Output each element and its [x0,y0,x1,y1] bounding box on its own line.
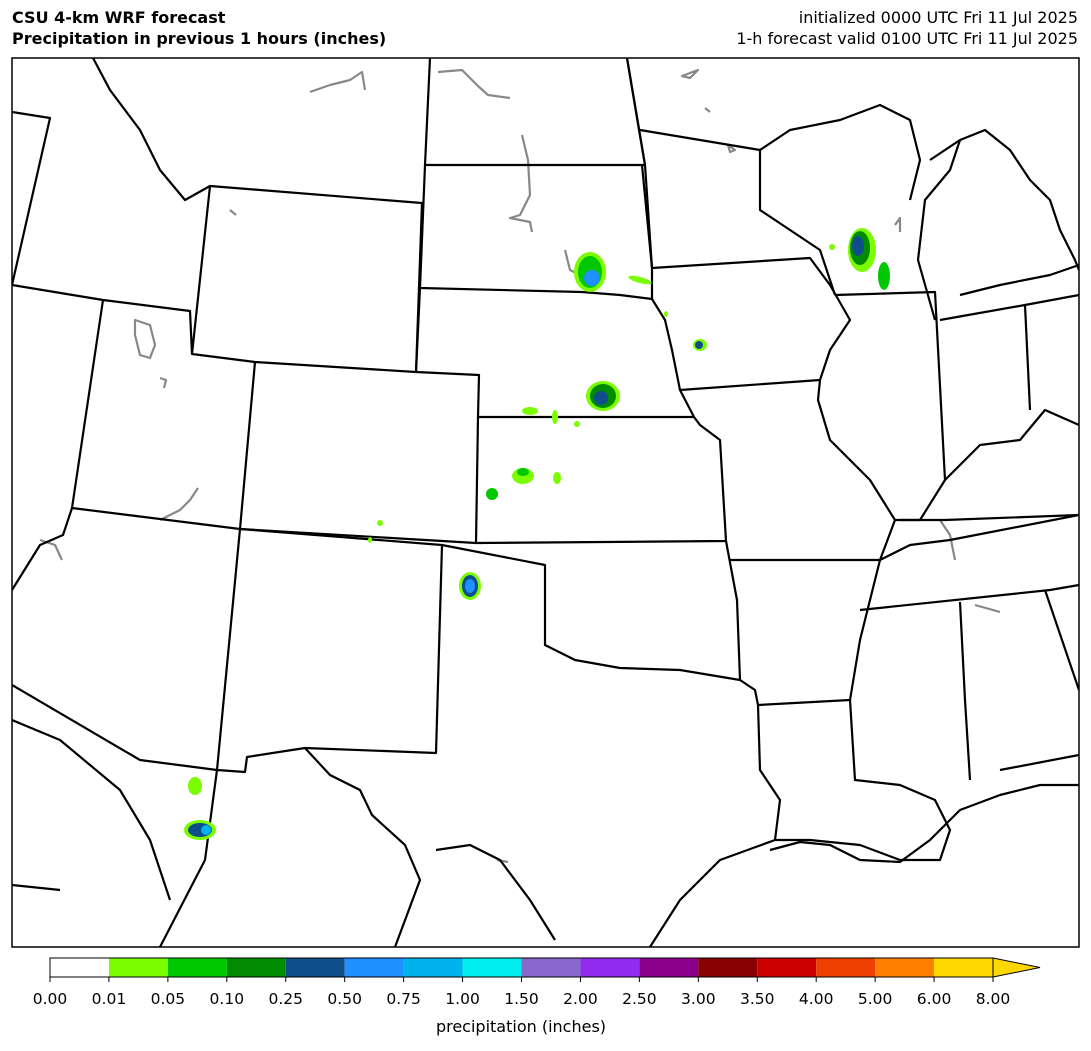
precip-cell [486,488,498,500]
colorbar-tick-label: 0.00 [33,990,68,1008]
precip-cell [465,579,475,593]
colorbar-tick-label: 2.50 [622,990,657,1008]
colorbar-label: precipitation (inches) [436,1017,606,1036]
colorbar: precipitation (inches) 0.00 0.01 0.05 0.10 0… [33,957,1041,1036]
colorbar-tick-label: 4.00 [799,990,834,1008]
precip-cell [594,391,608,405]
state-borders [12,58,1079,947]
colorbar-tick-label: 6.00 [917,990,952,1008]
colorbar-segment [757,958,817,977]
map-frame [11,57,1080,948]
precip-cell [852,236,864,256]
colorbar-tick-label: 3.50 [740,990,775,1008]
colorbar-segment [698,958,758,977]
colorbar-segment [108,958,168,977]
colorbar-tick-label: 3.00 [681,990,716,1008]
precip-cell [584,270,600,286]
colorbar-segment [344,958,404,977]
colorbar-tick-label: 1.50 [504,990,539,1008]
colorbar-segment [403,958,463,977]
precip-cell [664,311,668,317]
valid-time: 1-h forecast valid 0100 UTC Fri 11 Jul 2… [736,29,1078,48]
precip-cell [552,410,558,424]
colorbar-tick-label: 5.00 [858,990,893,1008]
map [11,57,1080,948]
precipitation [184,228,890,840]
colorbar-tick-label: 0.75 [386,990,421,1008]
init-time: initialized 0000 UTC Fri 11 Jul 2025 [799,8,1078,27]
precip-cell [553,472,561,484]
colorbar-segment [521,958,581,977]
precip-cell [628,275,652,285]
colorbar-segment [639,958,699,977]
precip-cell [188,777,202,795]
colorbar-tick-label: 1.00 [445,990,480,1008]
precip-cell [522,407,538,415]
colorbar-segment [226,958,286,977]
colorbar-segment [462,958,522,977]
colorbar-tick-label: 8.00 [976,990,1011,1008]
colorbar-tick-label: 0.50 [327,990,362,1008]
precip-cell [201,825,211,835]
precip-cell [829,244,835,250]
title-line: CSU 4-km WRF forecast [12,8,226,27]
colorbar-segment [875,958,935,977]
precip-cell [695,341,703,349]
colorbar-extend [992,957,1041,978]
colorbar-segment [934,958,993,977]
precip-cell [368,537,372,543]
colorbar-tick-label: 0.25 [268,990,303,1008]
colorbar-tick-label: 0.01 [92,990,127,1008]
colorbar-segment [167,958,227,977]
water-features [39,68,1001,864]
colorbar-segment [816,958,876,977]
colorbar-segment [580,958,640,977]
colorbar-tick-label: 0.10 [210,990,245,1008]
colorbar-tick-label: 2.00 [563,990,598,1008]
title-line: Precipitation in previous 1 hours (inche… [12,29,386,48]
colorbar-tick-label: 0.05 [151,990,186,1008]
colorbar-segment [285,958,345,977]
precip-cell [517,468,529,476]
precip-cell [377,520,383,526]
colorbar-segment [50,958,109,977]
precip-cell [878,262,890,290]
precip-cell [574,421,580,427]
